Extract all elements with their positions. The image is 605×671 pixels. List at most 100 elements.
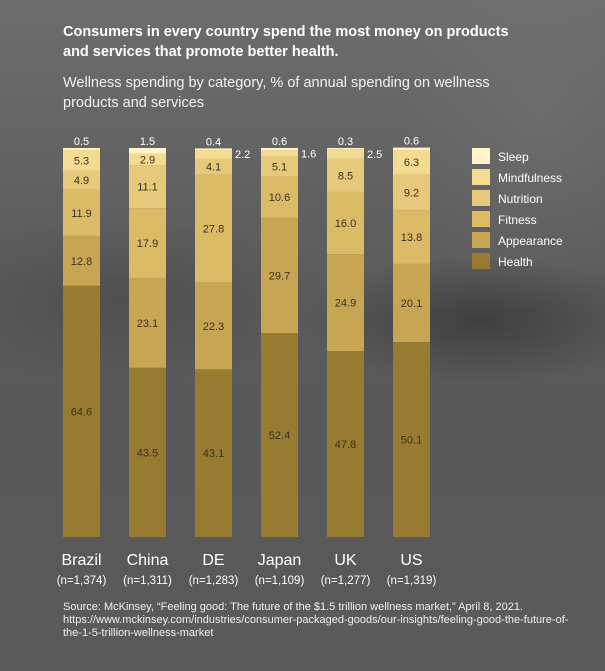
value-labels-layer: 64.6 12.8 11.9 4.9 5.3 0.5 43.5 23.1 17.9 11.1 2.9…	[71, 136, 422, 461]
source-note: Source: McKinsey, “Feeling good: The fut…	[63, 601, 583, 640]
bar-brazil-health	[63, 285, 100, 537]
value-label-de-health: 43.1	[203, 448, 224, 460]
value-label-china-sleep: 1.5	[140, 136, 155, 148]
value-label-brazil-appearance: 12.8	[71, 256, 92, 268]
chart-title: Consumers in every country spend the mos…	[63, 24, 509, 60]
bar-china-appearance	[129, 277, 166, 368]
legend-label-sleep: Sleep	[498, 150, 529, 164]
bar-us-sleep	[393, 147, 430, 150]
bar-de-mindfulness	[195, 149, 232, 159]
bar-uk-fitness	[327, 191, 364, 255]
bar-china-nutrition	[129, 165, 166, 209]
bar-japan-health	[261, 333, 298, 537]
value-label-brazil-health: 64.6	[71, 406, 92, 418]
bar-uk-nutrition	[327, 158, 364, 192]
legend-swatch-mindfulness	[472, 169, 490, 185]
value-label-uk-appearance: 24.9	[335, 298, 356, 310]
bar-us-mindfulness	[393, 149, 430, 175]
legend-label-nutrition: Nutrition	[498, 192, 543, 206]
value-label-brazil-nutrition: 4.9	[74, 175, 89, 187]
bar-japan-mindfulness	[261, 150, 298, 157]
bar-uk-mindfulness	[327, 149, 364, 159]
bar-brazil-fitness	[63, 189, 100, 236]
category-label-japan: Japan	[258, 552, 302, 569]
value-label-china-fitness: 17.9	[137, 238, 158, 250]
category-label-uk: UK	[334, 552, 357, 569]
value-label-us-nutrition: 9.2	[404, 187, 419, 199]
stacked-bar-chart: 64.6 12.8 11.9 4.9 5.3 0.5 43.5 23.1 17.9 11.1 2.9…	[57, 136, 563, 587]
bar-de-fitness	[195, 174, 232, 283]
sample-size-label-us: (n=1,319)	[387, 575, 437, 587]
legend-label-mindfulness: Mindfulness	[498, 171, 562, 185]
bar-china-sleep	[129, 148, 166, 154]
value-label-japan-sleep: 0.6	[272, 136, 287, 148]
value-label-de-sleep: 0.4	[206, 136, 221, 148]
value-label-brazil-mindfulness: 5.3	[74, 155, 89, 167]
bar-us-health	[393, 342, 430, 537]
legend-swatch-nutrition	[472, 190, 490, 206]
value-label-uk-nutrition: 8.5	[338, 170, 353, 182]
category-label-us: US	[400, 552, 422, 569]
value-label-china-health: 43.5	[137, 447, 158, 459]
value-label-china-appearance: 23.1	[137, 318, 158, 330]
bar-brazil-appearance	[63, 235, 100, 286]
value-label-uk-mindfulness: 2.5	[367, 149, 382, 161]
value-label-china-nutrition: 11.1	[137, 182, 158, 194]
sample-size-label-china: (n=1,311)	[123, 575, 172, 587]
legend-swatch-health	[472, 253, 490, 269]
value-label-uk-health: 47.8	[335, 439, 356, 451]
bar-de-nutrition	[195, 158, 232, 175]
sample-size-label-japan: (n=1,109)	[255, 575, 305, 587]
source-link[interactable]: https://www.mckinsey.com/industries/cons…	[63, 614, 569, 639]
bar-brazil-mindfulness	[63, 149, 100, 171]
value-label-de-mindfulness: 2.2	[235, 149, 250, 161]
bar-japan-sleep	[261, 148, 298, 151]
value-label-japan-nutrition: 5.1	[272, 161, 287, 173]
legend-label-health: Health	[498, 255, 533, 269]
legend-label-fitness: Fitness	[498, 213, 537, 227]
legend-swatch-sleep	[472, 148, 490, 164]
legend-swatch-appearance	[472, 232, 490, 248]
bar-de-health	[195, 369, 232, 537]
value-label-japan-fitness: 10.6	[269, 192, 290, 204]
legend-swatch-fitness	[472, 211, 490, 227]
category-label-china: China	[127, 552, 169, 569]
sample-size-label-brazil: (n=1,374)	[57, 575, 107, 587]
legend-label-appearance: Appearance	[498, 234, 563, 248]
value-label-us-health: 50.1	[401, 435, 422, 447]
value-label-us-mindfulness: 6.3	[404, 157, 419, 169]
bar-uk-appearance	[327, 254, 364, 352]
bar-de-sleep	[195, 148, 232, 150]
bar-uk-health	[327, 351, 364, 537]
bars-layer	[63, 147, 430, 537]
value-label-de-appearance: 22.3	[203, 321, 224, 333]
bar-china-mindfulness	[129, 153, 166, 166]
bar-us-fitness	[393, 210, 430, 264]
value-label-brazil-sleep: 0.5	[74, 136, 89, 148]
category-axis: Brazil (n=1,374) China (n=1,311) DE (n=1,283)…	[57, 552, 437, 587]
value-label-de-fitness: 27.8	[203, 224, 224, 236]
source-citation: Source: McKinsey, “Feeling good: The fut…	[63, 601, 523, 613]
bar-us-appearance	[393, 263, 430, 343]
value-label-us-fitness: 13.8	[401, 232, 422, 244]
bar-us-nutrition	[393, 174, 430, 211]
bar-japan-fitness	[261, 176, 298, 218]
value-label-us-sleep: 0.6	[404, 136, 419, 148]
bar-japan-nutrition	[261, 156, 298, 177]
value-label-china-mindfulness: 2.9	[140, 154, 155, 166]
sample-size-label-de: (n=1,283)	[189, 575, 239, 587]
category-label-brazil: Brazil	[61, 552, 101, 569]
category-label-de: DE	[202, 552, 224, 569]
value-label-brazil-fitness: 11.9	[71, 208, 92, 220]
bar-japan-appearance	[261, 217, 298, 334]
value-label-uk-fitness: 16.0	[335, 218, 356, 230]
value-label-japan-health: 52.4	[269, 430, 290, 442]
value-label-us-appearance: 20.1	[401, 298, 422, 310]
bar-brazil-sleep	[63, 148, 100, 150]
chart-subtitle: Wellness spending by category, % of annu…	[63, 75, 490, 111]
bar-brazil-nutrition	[63, 170, 100, 190]
value-label-uk-sleep: 0.3	[338, 136, 353, 148]
value-label-japan-appearance: 29.7	[269, 270, 290, 282]
sample-size-label-uk: (n=1,277)	[321, 575, 371, 587]
